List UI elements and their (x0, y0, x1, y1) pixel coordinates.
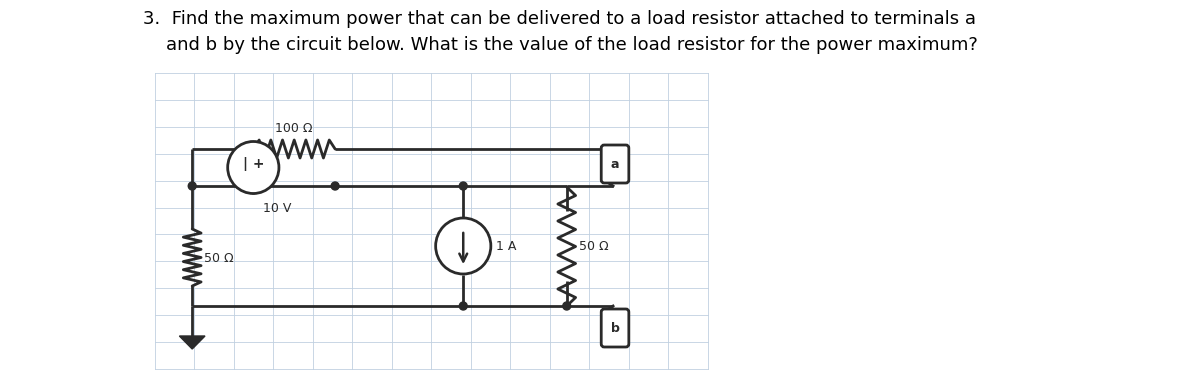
Text: 50 Ω: 50 Ω (204, 251, 234, 264)
Circle shape (188, 182, 196, 190)
Circle shape (563, 302, 571, 310)
Circle shape (436, 218, 491, 274)
Text: a: a (611, 157, 619, 171)
FancyBboxPatch shape (601, 145, 629, 183)
Text: b: b (611, 322, 619, 335)
Circle shape (331, 182, 340, 190)
Text: 50 Ω: 50 Ω (578, 240, 608, 253)
Text: 1 A: 1 A (496, 240, 516, 253)
Circle shape (228, 141, 278, 194)
Circle shape (460, 302, 467, 310)
Text: | +: | + (242, 157, 264, 171)
Text: 10 V: 10 V (263, 202, 292, 215)
Text: and b by the circuit below. What is the value of the load resistor for the power: and b by the circuit below. What is the … (143, 36, 978, 54)
Text: 100 Ω: 100 Ω (275, 122, 312, 135)
Text: 3.  Find the maximum power that can be delivered to a load resistor attached to : 3. Find the maximum power that can be de… (143, 10, 976, 28)
FancyBboxPatch shape (601, 309, 629, 347)
Polygon shape (179, 336, 205, 349)
Circle shape (460, 182, 467, 190)
